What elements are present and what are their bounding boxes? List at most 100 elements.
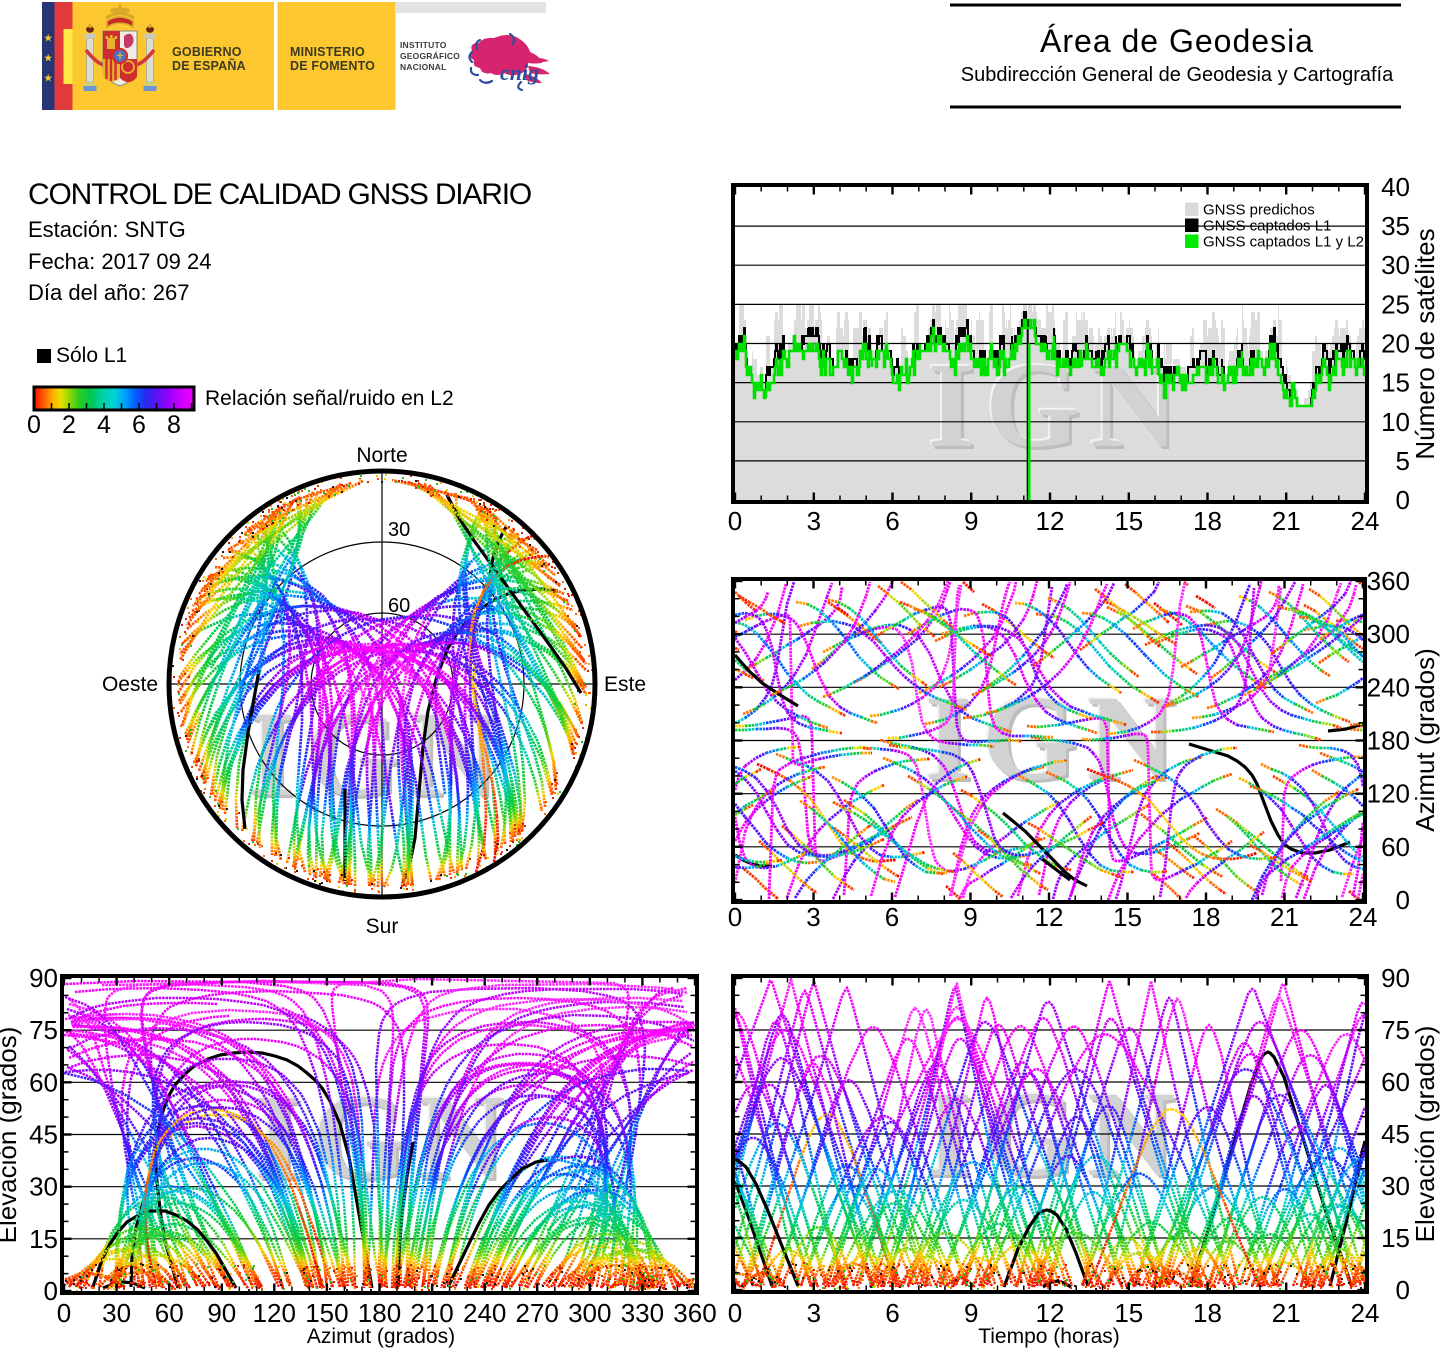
svg-text:0: 0 <box>27 411 41 439</box>
svg-text:0: 0 <box>44 1276 58 1306</box>
svg-text:30: 30 <box>29 1172 58 1202</box>
svg-text:90: 90 <box>29 963 58 993</box>
svg-text:30: 30 <box>388 519 410 541</box>
svg-text:cnig: cnig <box>500 60 539 85</box>
svg-text:21: 21 <box>1270 902 1299 932</box>
svg-text:0: 0 <box>57 1298 71 1328</box>
svg-text:2: 2 <box>62 411 76 439</box>
svg-text:6: 6 <box>885 1298 899 1328</box>
svg-text:30: 30 <box>1381 250 1410 280</box>
svg-text:Fecha: 2017 09 24: Fecha: 2017 09 24 <box>28 249 211 274</box>
svg-text:60: 60 <box>29 1067 58 1097</box>
svg-text:75: 75 <box>29 1015 58 1045</box>
svg-text:Elevación (grados): Elevación (grados) <box>0 1027 22 1244</box>
svg-text:12: 12 <box>1035 902 1064 932</box>
svg-text:30: 30 <box>1381 1171 1410 1201</box>
svg-text:Área de Geodesia: Área de Geodesia <box>1040 23 1314 59</box>
svg-text:240: 240 <box>463 1298 506 1328</box>
svg-text:3: 3 <box>807 1298 821 1328</box>
svg-text:15: 15 <box>1114 506 1143 536</box>
svg-text:GNSS captados L1 y L2: GNSS captados L1 y L2 <box>1203 234 1364 251</box>
svg-text:18: 18 <box>1192 902 1221 932</box>
svg-text:9: 9 <box>964 506 978 536</box>
svg-text:15: 15 <box>1114 1298 1143 1328</box>
svg-text:8: 8 <box>167 411 181 439</box>
svg-text:21: 21 <box>1272 506 1301 536</box>
svg-text:300: 300 <box>1367 619 1410 649</box>
svg-text:180: 180 <box>1367 726 1410 756</box>
svg-text:60: 60 <box>388 595 410 617</box>
svg-text:60: 60 <box>1381 832 1410 862</box>
svg-text:360: 360 <box>673 1298 716 1328</box>
svg-text:0: 0 <box>728 902 742 932</box>
svg-text:60: 60 <box>1381 1067 1410 1097</box>
svg-text:Oeste: Oeste <box>102 673 158 696</box>
svg-text:9: 9 <box>964 1298 978 1328</box>
svg-text:18: 18 <box>1193 1298 1222 1328</box>
svg-text:0: 0 <box>1396 885 1410 915</box>
svg-text:Subdirección General de Geodes: Subdirección General de Geodesia y Carto… <box>961 64 1394 86</box>
svg-text:90: 90 <box>1381 963 1410 993</box>
svg-text:5: 5 <box>1396 446 1410 476</box>
svg-text:Estación: SNTG: Estación: SNTG <box>28 217 186 242</box>
svg-text:MINISTERIO: MINISTERIO <box>290 45 365 59</box>
svg-text:120: 120 <box>1367 779 1410 809</box>
svg-text:Sólo L1: Sólo L1 <box>56 344 127 367</box>
svg-text:DE ESPAÑA: DE ESPAÑA <box>172 58 246 73</box>
svg-text:GOBIERNO: GOBIERNO <box>172 45 242 59</box>
svg-text:30: 30 <box>102 1298 131 1328</box>
svg-text:15: 15 <box>1113 902 1142 932</box>
svg-text:300: 300 <box>568 1298 611 1328</box>
svg-text:Azimut (grados): Azimut (grados) <box>307 1325 455 1348</box>
svg-text:Sur: Sur <box>366 915 399 938</box>
svg-text:0: 0 <box>728 1298 742 1328</box>
svg-text:GNSS predichos: GNSS predichos <box>1203 202 1315 219</box>
svg-text:6: 6 <box>885 902 899 932</box>
svg-text:10: 10 <box>1381 407 1410 437</box>
svg-text:Tiempo (horas): Tiempo (horas) <box>978 1325 1120 1348</box>
svg-text:60: 60 <box>155 1298 184 1328</box>
svg-text:6: 6 <box>885 506 899 536</box>
svg-text:DE FOMENTO: DE FOMENTO <box>290 59 375 73</box>
svg-text:0: 0 <box>1396 485 1410 515</box>
svg-text:210: 210 <box>410 1298 453 1328</box>
svg-text:35: 35 <box>1381 211 1410 241</box>
svg-text:25: 25 <box>1381 289 1410 319</box>
svg-text:Relación señal/ruido en L2: Relación señal/ruido en L2 <box>205 387 454 410</box>
svg-text:24: 24 <box>1349 902 1378 932</box>
svg-text:240: 240 <box>1367 672 1410 702</box>
svg-text:6: 6 <box>132 411 146 439</box>
svg-text:CONTROL DE CALIDAD GNSS DIARIO: CONTROL DE CALIDAD GNSS DIARIO <box>28 178 531 211</box>
svg-text:12: 12 <box>1036 506 1065 536</box>
svg-text:3: 3 <box>806 902 820 932</box>
svg-text:150: 150 <box>305 1298 348 1328</box>
svg-text:Azimut (grados): Azimut (grados) <box>1410 648 1440 832</box>
svg-text:15: 15 <box>1381 1223 1410 1253</box>
svg-text:40: 40 <box>1381 172 1410 202</box>
svg-text:Elevación (grados): Elevación (grados) <box>1410 1026 1440 1243</box>
svg-text:NACIONAL: NACIONAL <box>400 62 446 72</box>
svg-text:180: 180 <box>358 1298 401 1328</box>
svg-text:20: 20 <box>1381 329 1410 359</box>
svg-text:IGN: IGN <box>928 338 1188 473</box>
svg-text:90: 90 <box>207 1298 236 1328</box>
svg-text:INSTITUTO: INSTITUTO <box>400 40 447 50</box>
svg-text:GNSS captados L1: GNSS captados L1 <box>1203 218 1331 235</box>
svg-text:45: 45 <box>1381 1119 1410 1149</box>
svg-text:120: 120 <box>253 1298 296 1328</box>
svg-text:12: 12 <box>1036 1298 1065 1328</box>
svg-text:3: 3 <box>807 506 821 536</box>
svg-text:Número de satélites: Número de satélites <box>1410 228 1440 459</box>
svg-text:21: 21 <box>1272 1298 1301 1328</box>
svg-text:45: 45 <box>29 1120 58 1150</box>
svg-text:360: 360 <box>1367 566 1410 596</box>
svg-text:330: 330 <box>621 1298 664 1328</box>
svg-text:4: 4 <box>97 411 111 439</box>
svg-text:15: 15 <box>29 1224 58 1254</box>
svg-text:9: 9 <box>963 902 977 932</box>
svg-text:0: 0 <box>728 506 742 536</box>
svg-text:75: 75 <box>1381 1015 1410 1045</box>
svg-text:15: 15 <box>1381 368 1410 398</box>
svg-text:270: 270 <box>516 1298 559 1328</box>
svg-text:Día del año: 267: Día del año: 267 <box>28 280 189 305</box>
